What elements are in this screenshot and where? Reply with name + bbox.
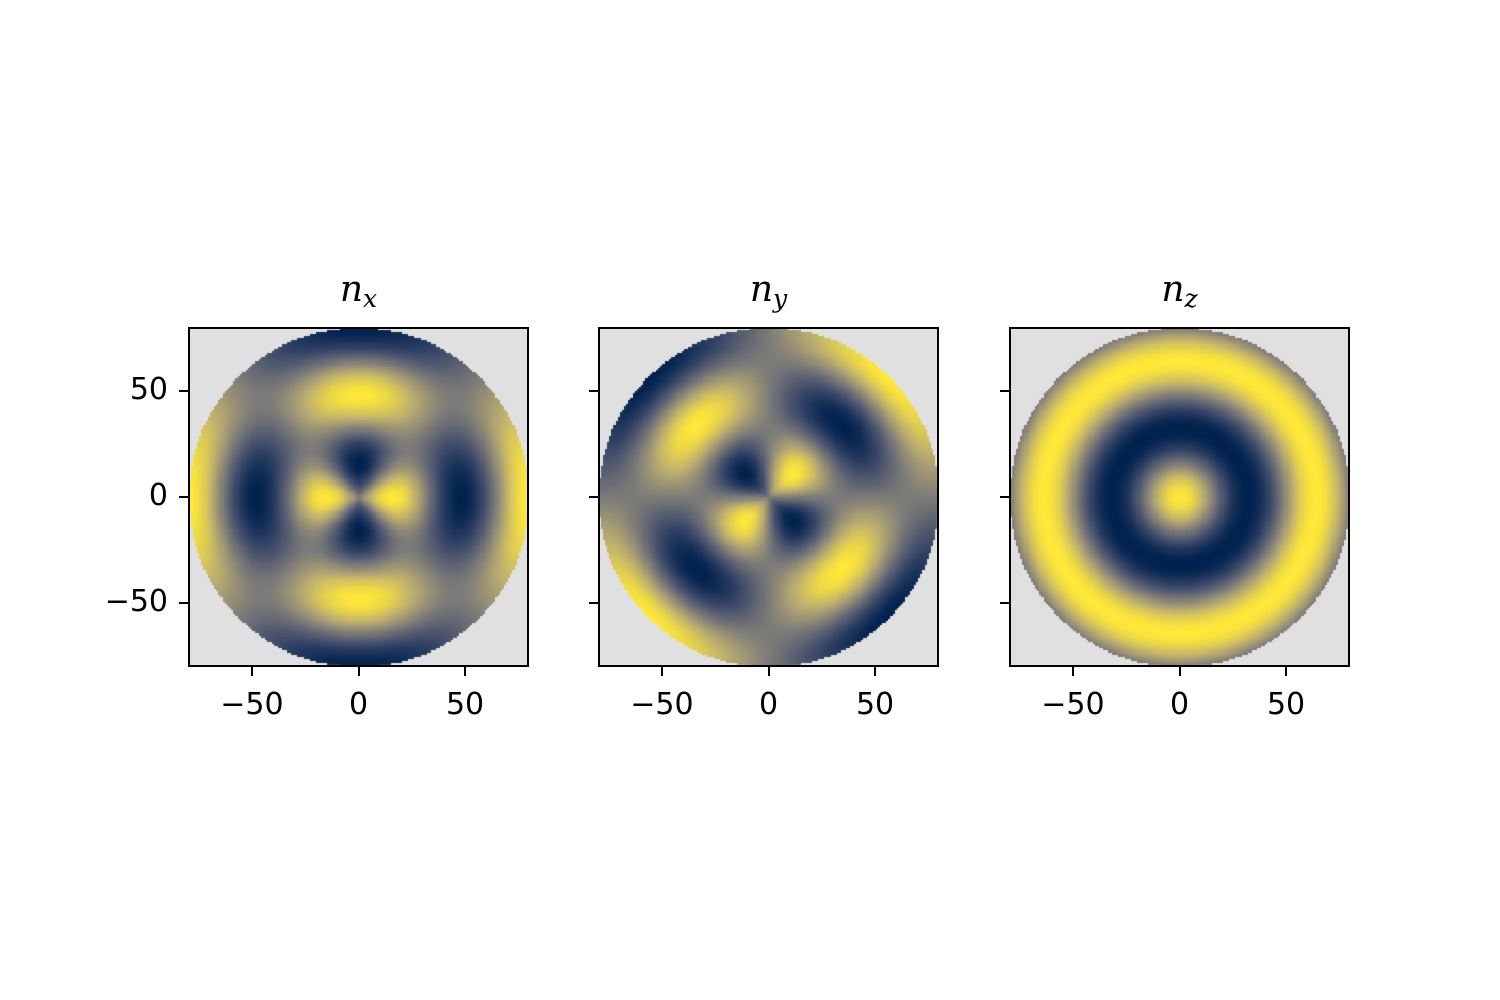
y-tick-label: −50 — [104, 584, 168, 620]
y-tick-mark — [179, 389, 188, 392]
title-symbol: n — [749, 269, 774, 310]
x-tick-label: 50 — [445, 687, 485, 722]
heatmap-ny — [598, 327, 939, 667]
y-tick-mark — [1000, 389, 1009, 392]
axes-frame — [598, 327, 939, 667]
panel-title-ny: ny — [598, 269, 939, 313]
y-tick-mark — [179, 602, 188, 605]
x-tick-mark — [767, 667, 770, 676]
title-subscript: y — [773, 284, 788, 313]
x-tick-label: −50 — [1041, 687, 1105, 722]
y-tick-mark — [589, 602, 598, 605]
y-tick-mark — [1000, 602, 1009, 605]
x-tick-mark — [1285, 667, 1288, 676]
y-tick-mark — [589, 496, 598, 498]
x-tick-mark — [357, 667, 360, 676]
x-tick-mark — [660, 667, 663, 676]
y-tick-mark — [1000, 496, 1009, 498]
panel-title-nx: nx — [188, 269, 529, 313]
x-tick-mark — [250, 667, 253, 676]
x-tick-mark — [874, 667, 877, 676]
heatmap-nz — [1009, 327, 1350, 667]
title-symbol: n — [339, 269, 364, 310]
axes-frame — [188, 327, 529, 667]
x-tick-label: 0 — [758, 687, 779, 722]
x-tick-mark — [1178, 667, 1181, 676]
axes-frame — [1009, 327, 1350, 667]
y-tick-label: 50 — [129, 371, 168, 407]
x-tick-label: 0 — [348, 687, 369, 722]
title-symbol: n — [1161, 269, 1185, 310]
heatmap-nx — [188, 327, 529, 667]
y-tick-label: 0 — [148, 478, 168, 513]
x-tick-label: 50 — [1266, 687, 1306, 722]
x-tick-mark — [464, 667, 467, 676]
panel-title-nz: nz — [1009, 269, 1350, 313]
panel-nz: nz −50 0 50 — [1000, 269, 1350, 722]
title-subscript: x — [363, 284, 378, 313]
x-tick-label: −50 — [220, 687, 284, 722]
y-tick-mark — [589, 389, 598, 392]
x-tick-mark — [1071, 667, 1074, 676]
title-subscript: z — [1184, 284, 1198, 313]
x-tick-label: 50 — [855, 687, 895, 722]
y-tick-mark — [179, 496, 188, 498]
x-tick-label: 0 — [1169, 687, 1190, 722]
panel-ny: ny −50 0 50 — [589, 269, 939, 722]
x-tick-label: −50 — [630, 687, 694, 722]
panel-nx: nx −50 0 50 50 0 −50 — [105, 269, 529, 722]
